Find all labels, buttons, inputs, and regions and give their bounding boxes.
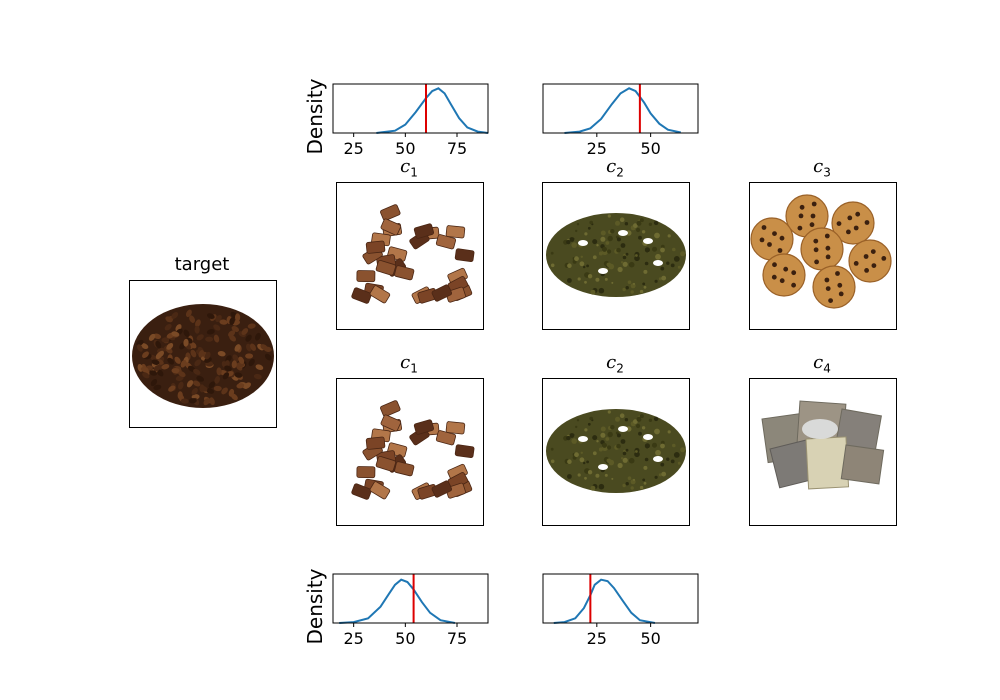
y-axis-label: Density xyxy=(303,568,327,644)
target-image-panel xyxy=(129,280,277,428)
tea-leaves-photo xyxy=(546,409,686,493)
density-curve xyxy=(553,578,656,624)
chocolate-pieces-photo xyxy=(351,204,475,304)
chocolate-pieces-photo xyxy=(351,400,475,500)
axes-frame xyxy=(332,83,489,134)
row2-image-teabags xyxy=(749,378,897,526)
row1-title-3: c3 xyxy=(813,156,831,180)
row1-title-2: c2 xyxy=(606,156,624,180)
x-tick-label: 25 xyxy=(587,139,607,158)
y-axis-label: Density xyxy=(303,78,327,154)
row2-image-chocolate xyxy=(336,378,484,526)
row1-image-tea xyxy=(542,182,690,330)
tea-leaves-photo xyxy=(546,213,686,297)
row1-title-1: c1 xyxy=(400,156,418,180)
density-chart-bottom-left: 25 50 75 Density xyxy=(303,568,489,648)
cookies-photo xyxy=(750,194,892,309)
x-tick-label: 25 xyxy=(343,139,363,158)
x-tick-label: 25 xyxy=(587,629,607,648)
x-tick-label: 75 xyxy=(447,629,467,648)
x-tick-label: 25 xyxy=(343,629,363,648)
row2-title-2: c2 xyxy=(606,352,624,376)
row2-title-1: c1 xyxy=(400,352,418,376)
row2-title-3: c4 xyxy=(813,352,831,376)
row1-image-cookies xyxy=(749,182,897,330)
density-chart-bottom-middle: 25 50 xyxy=(542,573,699,648)
row1-image-chocolate xyxy=(336,182,484,330)
density-curve xyxy=(376,87,489,134)
density-chart-top-left: 25 50 75 Density xyxy=(303,78,489,158)
x-tick-label: 50 xyxy=(395,629,415,648)
row2-image-tea xyxy=(542,378,690,526)
x-tick-label: 50 xyxy=(395,139,415,158)
axes-frame xyxy=(542,83,699,134)
density-curve xyxy=(564,87,682,134)
axes-frame xyxy=(542,573,699,624)
density-chart-top-middle: 25 50 xyxy=(542,83,699,158)
x-tick-label: 75 xyxy=(447,139,467,158)
x-tick-label: 50 xyxy=(640,139,660,158)
target-title: target xyxy=(174,254,230,275)
coffee-beans-photo xyxy=(132,304,274,408)
tea-bags-photo xyxy=(761,400,885,490)
density-curve xyxy=(339,578,456,624)
x-tick-label: 50 xyxy=(640,629,660,648)
axes-frame xyxy=(332,573,489,624)
